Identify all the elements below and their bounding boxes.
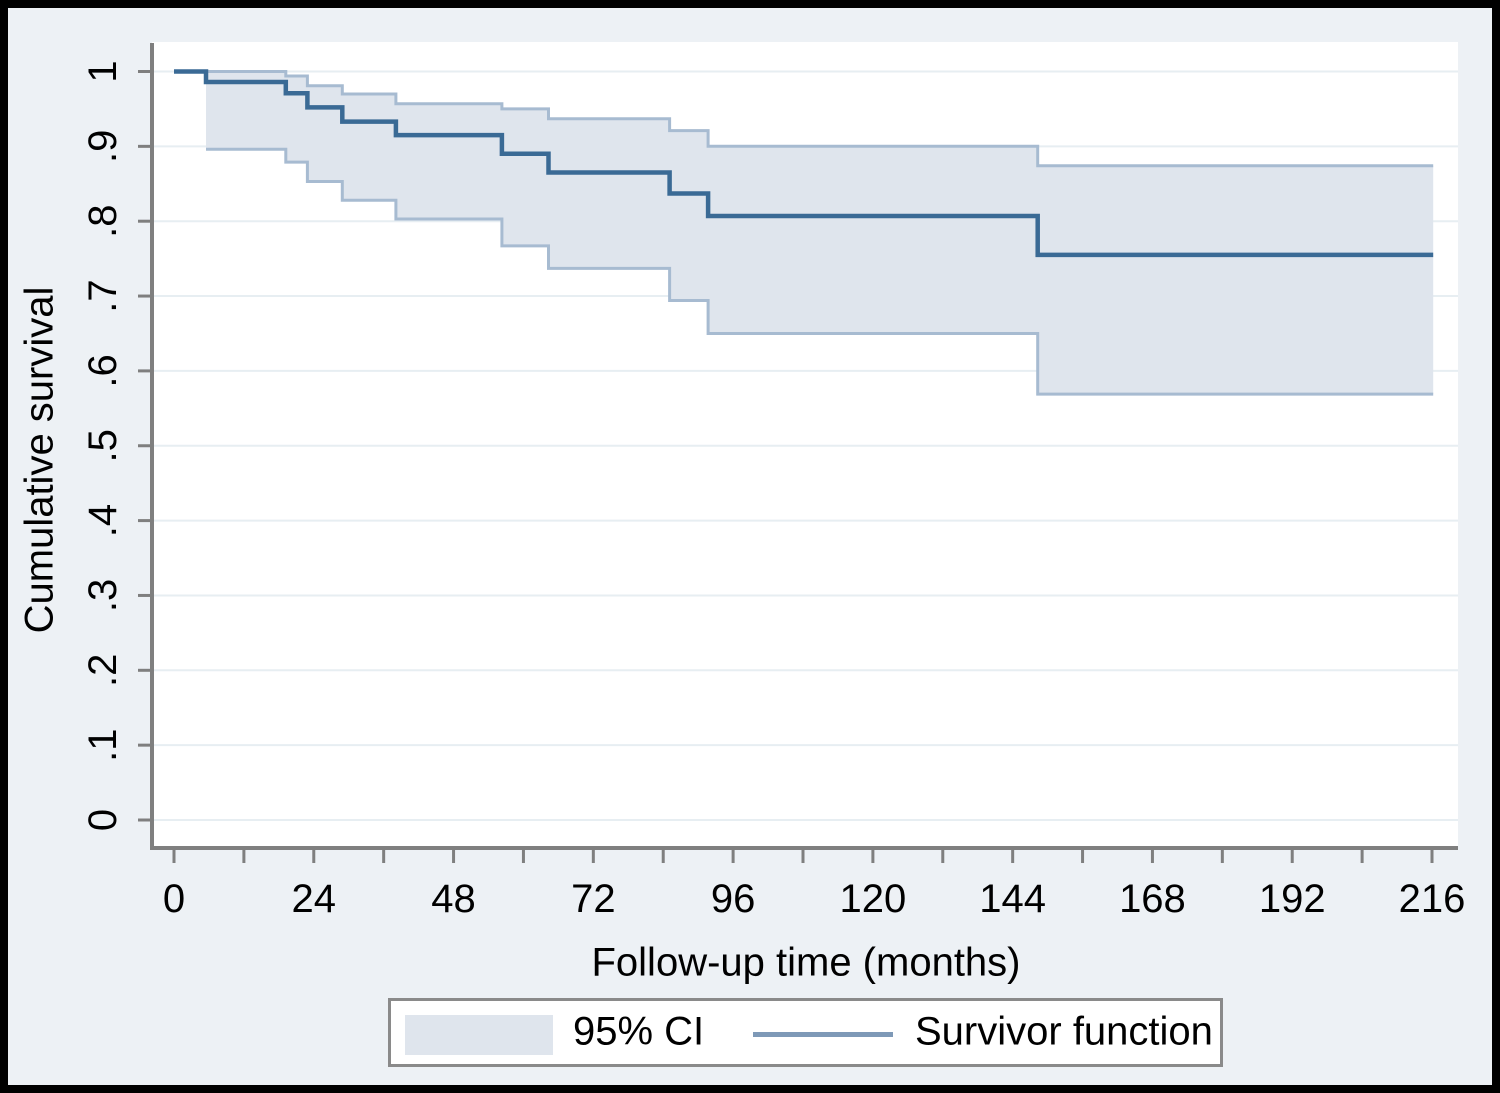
legend: 95% CI Survivor function — [388, 998, 1223, 1067]
y-tick-label: .6 — [81, 354, 125, 387]
ci-upper-line — [206, 70, 1434, 168]
y-tick-label: .4 — [81, 504, 125, 537]
y-axis-title: Cumulative survival — [17, 286, 62, 634]
survivor-line-sample — [753, 1032, 893, 1037]
x-tick-label: 48 — [431, 877, 476, 921]
ci-lower-line — [206, 147, 1434, 396]
y-tick-label: .2 — [81, 654, 125, 687]
x-tick-label: 72 — [571, 877, 616, 921]
y-tick-label: .1 — [81, 728, 125, 761]
x-tick-label: 192 — [1259, 877, 1326, 921]
x-axis-title: Follow-up time (months) — [591, 940, 1021, 985]
y-tick-label: 1 — [81, 60, 125, 82]
x-tick-label: 144 — [979, 877, 1046, 921]
y-tick-label: .8 — [81, 205, 125, 238]
y-tick-label: 0 — [81, 809, 125, 831]
x-tick-label: 216 — [1399, 877, 1466, 921]
x-tick-label: 96 — [711, 877, 756, 921]
x-tick-label: 0 — [163, 877, 185, 921]
legend-line-label: Survivor function — [915, 1009, 1213, 1054]
y-tick-label: .5 — [81, 429, 125, 462]
legend-ci-label: 95% CI — [573, 1009, 705, 1054]
survivor-line — [174, 69, 1434, 258]
x-tick-label: 120 — [840, 877, 907, 921]
y-tick-label: .9 — [81, 130, 125, 163]
x-tick-label: 168 — [1119, 877, 1186, 921]
y-tick-label: .7 — [81, 279, 125, 312]
x-tick-label: 24 — [292, 877, 337, 921]
y-tick-label: .3 — [81, 579, 125, 612]
ci-band-swatch — [405, 1015, 553, 1055]
